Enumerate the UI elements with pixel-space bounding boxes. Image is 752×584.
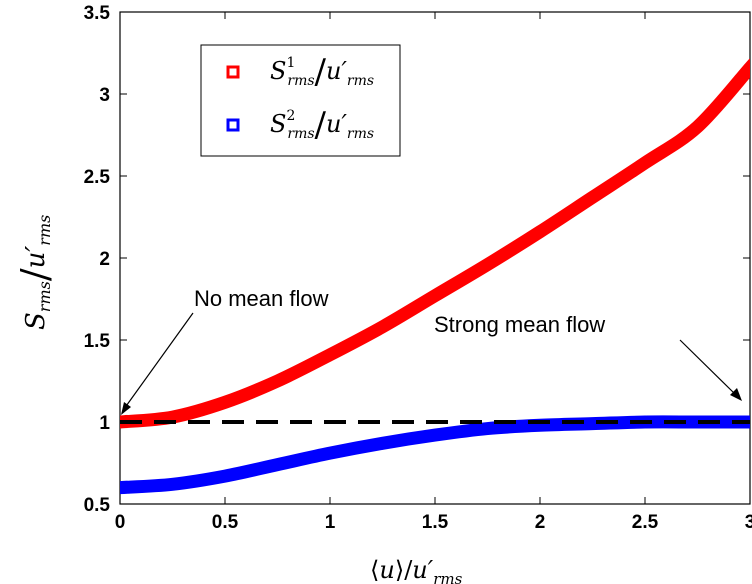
x-axis-label: ⟨u⟩/u′rms <box>370 556 463 584</box>
legend-marker-series-1 <box>226 65 240 79</box>
x-tick-label: 1.5 <box>422 512 449 533</box>
x-tick-label: 1 <box>325 512 336 533</box>
x-tick-label: 0.5 <box>212 512 239 533</box>
y-tick-label: 2 <box>99 249 110 270</box>
y-tick-label: 1.5 <box>84 331 111 352</box>
annotation-no-mean-flow: No mean flow <box>194 286 329 311</box>
y-tick-label: 0.5 <box>84 495 111 516</box>
x-tick-label: 2 <box>535 512 546 533</box>
y-tick-label: 3 <box>99 85 110 106</box>
legend-marker-series-2 <box>226 118 240 132</box>
series-layer <box>120 58 750 495</box>
y-tick-label: 2.5 <box>84 167 111 188</box>
x-tick-label: 2.5 <box>632 512 659 533</box>
y-tick-label: 1 <box>99 413 110 434</box>
legend-label-series-1: S1 rms/u′rms <box>270 52 374 92</box>
annotation-arrowhead-no-mean-flow <box>121 402 131 415</box>
y-tick-label: 3.5 <box>84 3 111 24</box>
x-tick-label: 3 <box>745 512 752 533</box>
annotation-arrow-strong-mean-flow <box>679 339 736 395</box>
annotations: No mean flow Strong mean flow <box>121 286 742 415</box>
annotation-strong-mean-flow: Strong mean flow <box>434 312 605 337</box>
y-axis-label: Srms/u′rms <box>13 215 57 330</box>
legend: S1 rms/u′rms S2 rms/u′rms <box>200 44 401 157</box>
annotation-arrowhead-strong-mean-flow <box>730 388 742 401</box>
x-tick-label: 0 <box>115 512 126 533</box>
series-line-s1 <box>120 58 750 429</box>
legend-box <box>200 44 401 157</box>
tick-layer: 0 0.5 1 1.5 2 2.5 30.511.522.533.5 <box>84 3 752 533</box>
legend-label-series-2: S2 rms/u′rms <box>270 105 374 145</box>
annotation-arrow-no-mean-flow <box>123 312 194 410</box>
